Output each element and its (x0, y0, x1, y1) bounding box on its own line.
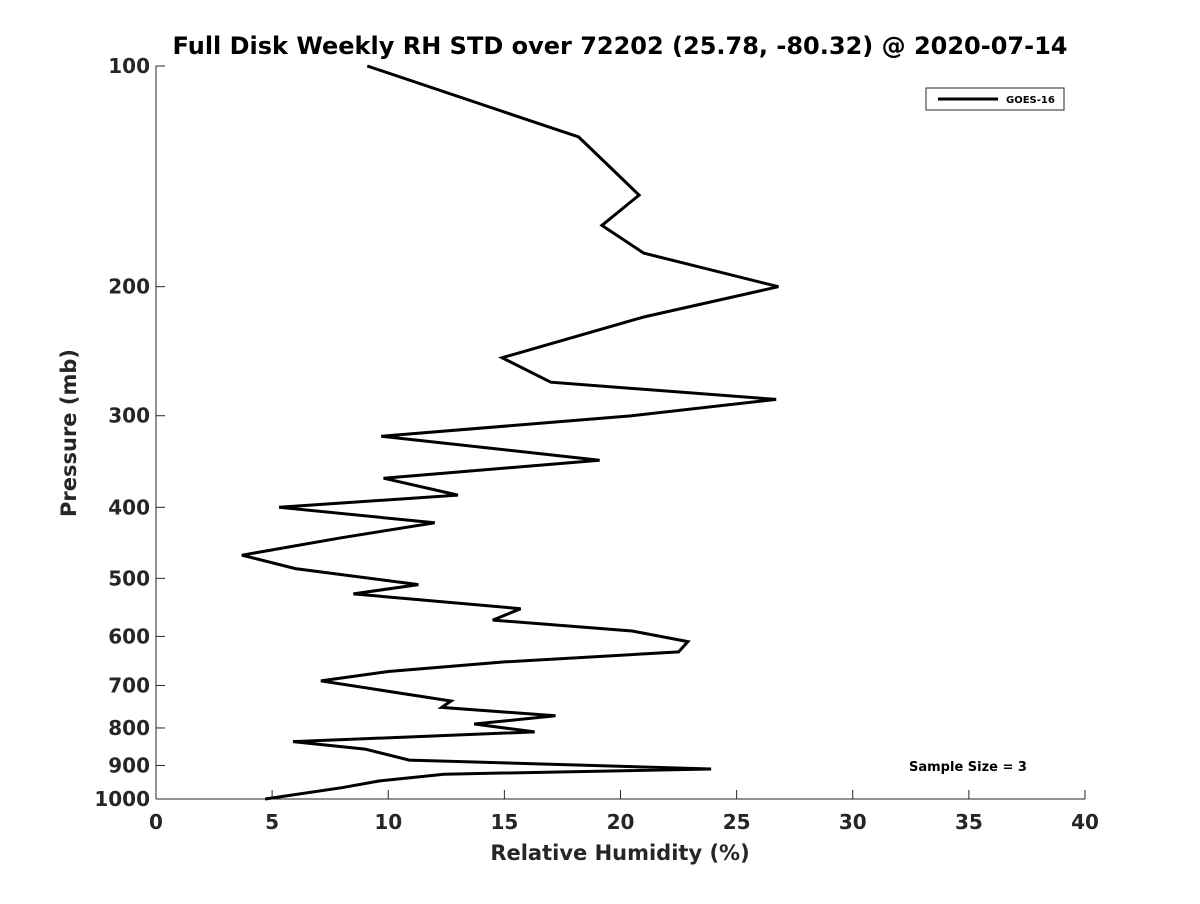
x-axis-label: Relative Humidity (%) (490, 841, 749, 865)
sample-size-annotation: Sample Size = 3 (909, 760, 1027, 775)
x-tick-label: 15 (490, 810, 518, 834)
x-tick-label: 30 (839, 810, 867, 834)
y-tick-label: 100 (108, 54, 150, 78)
y-axis-label: Pressure (mb) (57, 349, 81, 517)
y-tick-label: 800 (108, 716, 150, 740)
x-tick-label: 40 (1071, 810, 1099, 834)
y-tick-label: 1000 (94, 787, 150, 811)
x-tick-label: 0 (149, 810, 163, 834)
y-tick-label: 900 (108, 753, 150, 777)
y-tick-label: 500 (108, 566, 150, 590)
y-tick-label: 400 (108, 495, 150, 519)
x-tick-label: 25 (723, 810, 751, 834)
x-tick-label: 5 (265, 810, 279, 834)
x-tick-label: 10 (374, 810, 402, 834)
y-tick-label: 600 (108, 624, 150, 648)
y-tick-label: 700 (108, 673, 150, 697)
x-tick-label: 35 (955, 810, 983, 834)
legend: GOES-16 (926, 88, 1064, 110)
x-tick-label: 20 (607, 810, 635, 834)
legend-label: GOES-16 (1006, 95, 1055, 106)
chart-title: Full Disk Weekly RH STD over 72202 (25.7… (173, 32, 1068, 60)
series-line-goes-16 (242, 66, 779, 799)
y-tick-label: 200 (108, 275, 150, 299)
y-tick-label: 300 (108, 404, 150, 428)
